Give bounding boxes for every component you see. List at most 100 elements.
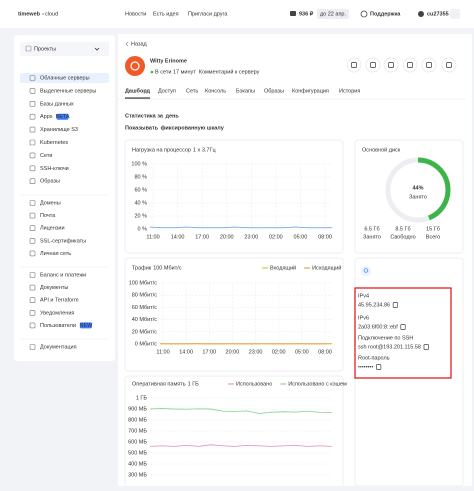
menu-item[interactable]: Домены	[40, 200, 61, 206]
disk-stat-value: 15 Гб	[426, 226, 440, 232]
x-tick-label: 02:00	[269, 234, 283, 240]
status: В сети 17 минут	[155, 69, 196, 75]
account-menu[interactable]	[450, 9, 460, 19]
disk-stat-label: Всего	[426, 234, 440, 240]
field-value: 45.95.234.86	[358, 302, 390, 308]
menu-item[interactable]: Документация	[40, 344, 77, 350]
nav-link[interactable]: Есть идея	[153, 11, 179, 17]
action-button[interactable]	[366, 58, 380, 72]
balance: 936 ₽	[299, 10, 314, 17]
menu-item[interactable]: SSH-ключи	[40, 166, 69, 172]
menu-item[interactable]: Apps	[40, 114, 53, 120]
legend-label: Входящий	[270, 264, 296, 271]
tab-underline	[125, 98, 150, 99]
menu-item[interactable]: Сети	[40, 153, 52, 159]
y-tick-label: 0 %	[138, 226, 148, 232]
tab[interactable]: Бэкапы	[236, 88, 255, 94]
menu-item[interactable]: Уведомления	[40, 310, 74, 316]
x-tick-label: 20:00	[220, 234, 234, 240]
x-tick-label: 20:00	[226, 349, 240, 355]
wallet-icon	[290, 11, 296, 16]
disk-stat-value: 6.5 Гб	[364, 226, 379, 232]
y-tick-label: 20 Мбит/с	[132, 329, 157, 335]
chart-title: Нагрузка на процессор	[132, 147, 191, 153]
badge-text: NEW	[79, 323, 93, 329]
account[interactable]: cu27355	[427, 11, 449, 17]
tab[interactable]: Образы	[264, 88, 284, 94]
back-link[interactable]: Назад	[131, 41, 148, 47]
card	[355, 258, 463, 486]
y-tick-label: 800 МБ	[128, 417, 147, 423]
menu-item[interactable]: Личная сеть	[40, 251, 71, 257]
action-button[interactable]	[347, 58, 361, 72]
menu-item[interactable]: Хранилище S3	[40, 127, 78, 133]
menu-item[interactable]: Образы	[40, 179, 60, 185]
y-tick-label: 700 МБ	[128, 428, 147, 434]
nav-link[interactable]: Новости	[125, 11, 146, 17]
x-tick-label: 14:00	[179, 349, 193, 355]
action-button[interactable]	[442, 58, 456, 72]
nav-link[interactable]: Пригласи друга	[188, 11, 228, 17]
legend-label: Использовано	[236, 381, 272, 387]
legend-label: Использовано с кэшем	[288, 381, 347, 387]
status-dot	[151, 71, 154, 74]
field-value: 2a03:6f00:8::ebf	[358, 324, 398, 330]
y-tick-label: 60 %	[134, 187, 147, 193]
x-tick-label: 05:00	[295, 349, 309, 355]
disk-stat-label: Свободно	[390, 234, 415, 240]
y-tick-label: 300 МБ	[128, 472, 147, 478]
x-tick-label: 11:00	[146, 234, 159, 240]
chart-subtitle: 1 х 3.7Гц	[193, 147, 216, 153]
badge-text: BETA	[56, 114, 70, 120]
legend-label: Исходящий	[312, 264, 341, 271]
x-tick-label: 08:00	[318, 349, 332, 355]
logo: timeweb	[18, 11, 41, 17]
y-tick-label: 1 ГБ	[136, 395, 148, 401]
tab[interactable]: Конфигурация	[292, 88, 329, 94]
y-tick-label: 20 %	[134, 213, 147, 219]
logo-suffix: cloud	[45, 11, 58, 17]
menu-item[interactable]: Лицензии	[40, 226, 65, 232]
x-tick-label: 17:00	[195, 234, 209, 240]
menu-item[interactable]: SSL-сертификаты	[40, 238, 86, 244]
y-tick-label: 400 МБ	[128, 461, 147, 467]
tab[interactable]: Сеть	[186, 88, 198, 94]
y-tick-label: 0 Мбит/с	[135, 341, 157, 347]
card-title: Основной диск	[362, 146, 401, 153]
comment-link[interactable]: Комментарий к серверу	[199, 68, 260, 75]
y-tick-label: 40 %	[134, 200, 147, 206]
menu-item[interactable]: API и Terraform	[40, 298, 79, 304]
field-value: ssh root@193.201.115.58	[358, 344, 421, 350]
tab[interactable]: Консоль	[205, 88, 226, 94]
location-icon	[361, 266, 371, 276]
tab[interactable]: Доступ	[158, 88, 176, 94]
y-tick-label: 80 Мбит/с	[132, 293, 157, 299]
scale-select[interactable]: фиксированную шкалу	[161, 124, 225, 131]
menu-item[interactable]: Документы	[40, 285, 68, 291]
menu-item[interactable]: Базы данных	[40, 101, 74, 107]
field-label: Подключение по SSH	[358, 335, 413, 341]
menu-item[interactable]: Пользователи	[40, 323, 76, 329]
period-select[interactable]: день	[166, 113, 180, 119]
tab[interactable]: Дашборд	[125, 87, 151, 94]
menu-item[interactable]: Kubernetes	[40, 140, 68, 146]
action-button[interactable]	[403, 58, 417, 72]
x-tick-label: 08:00	[318, 234, 332, 240]
action-button[interactable]	[384, 58, 398, 72]
x-tick-label: 05:00	[294, 234, 308, 240]
menu-item[interactable]: Баланс и платежи	[40, 272, 86, 278]
disk-stat-label: Занято	[363, 234, 381, 240]
action-button[interactable]	[422, 58, 436, 72]
menu-item[interactable]: Почта	[40, 213, 56, 219]
stats-label: Статистика за	[125, 113, 164, 119]
y-tick-label: 100 Мбит/с	[129, 280, 158, 286]
avatar	[418, 11, 424, 17]
menu-item[interactable]: Облачные серверы	[40, 75, 90, 81]
field-label: Root-пароль	[358, 355, 390, 361]
scale-label: Показывать	[125, 125, 159, 131]
menu-item[interactable]: Выделенные серверы	[40, 88, 96, 94]
support[interactable]: Поддержка	[370, 11, 401, 17]
x-tick-label: 11:00	[156, 349, 169, 355]
field-value: ••••••••	[358, 364, 373, 370]
tab[interactable]: История	[339, 88, 360, 94]
